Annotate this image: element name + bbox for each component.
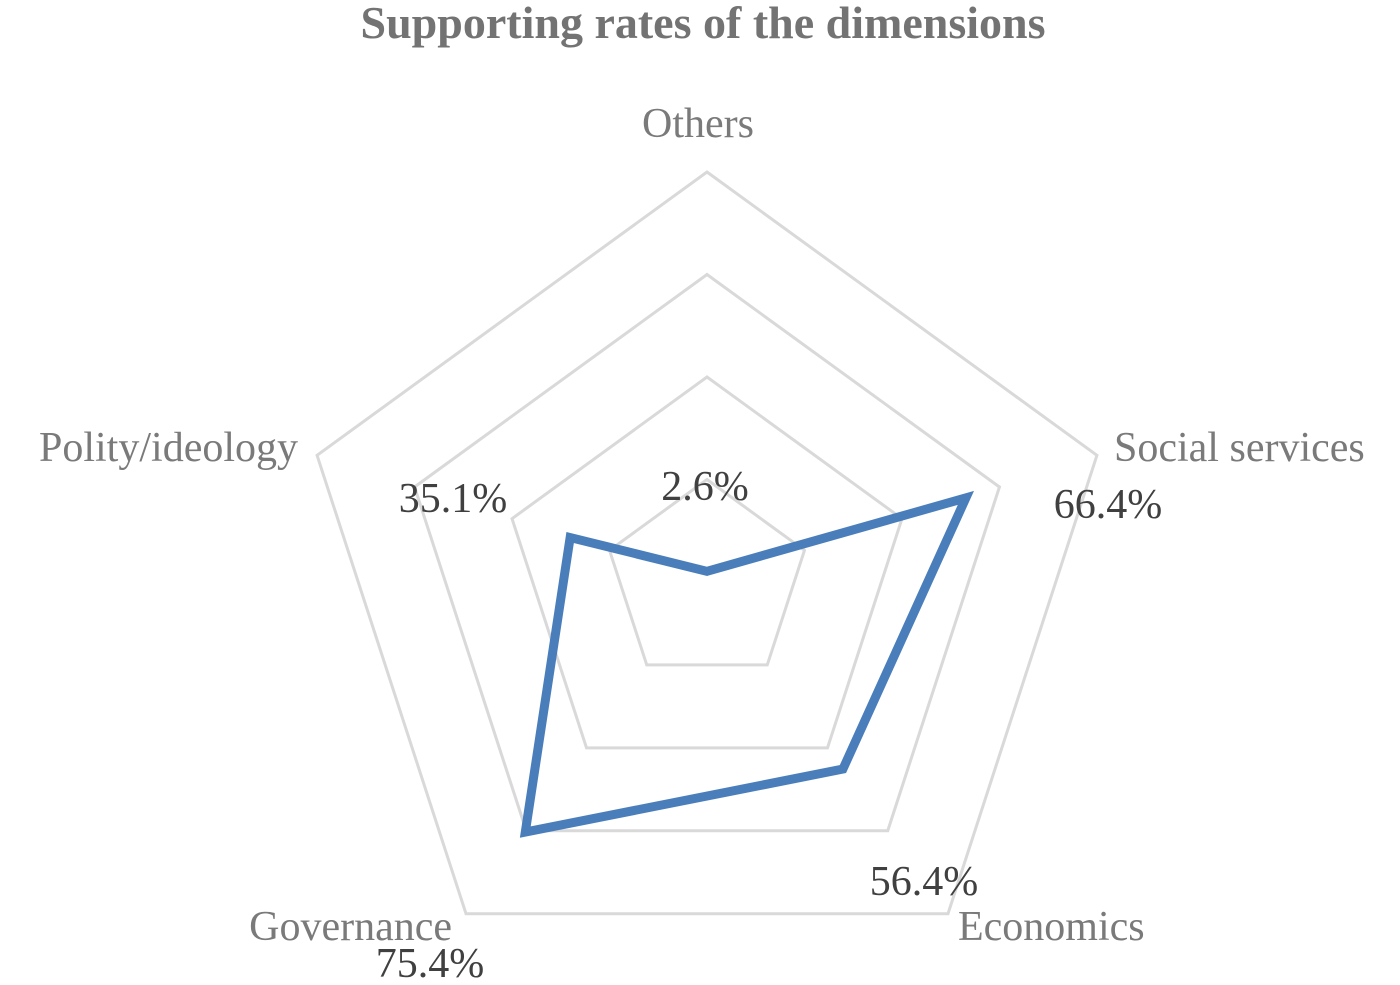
grid-ring-75 xyxy=(412,272,1002,833)
data-label-economics: 56.4% xyxy=(870,859,979,905)
data-point-economics xyxy=(840,767,845,772)
data-labels: 2.6% 66.4% 56.4% 75.4% 35.1% xyxy=(376,464,1163,985)
data-label-others: 2.6% xyxy=(661,464,749,510)
data-point-polity-ideology xyxy=(568,535,573,540)
axis-label-polity-ideology: Polity/ideology xyxy=(39,425,298,471)
axis-label-governance: Governance xyxy=(249,904,452,950)
grid-ring-25 xyxy=(607,477,807,667)
data-point-social-services xyxy=(963,495,968,500)
axis-label-economics: Economics xyxy=(958,904,1145,950)
data-point-governance xyxy=(523,830,528,835)
data-label-governance: 75.4% xyxy=(376,941,485,980)
axis-label-others: Others xyxy=(642,101,754,147)
chart-title: Supporting rates of the dimensions xyxy=(361,0,1046,48)
axis-labels: Others Social services Economics Governance… xyxy=(39,101,1365,950)
radar-series xyxy=(519,490,975,838)
data-point-others xyxy=(705,569,709,574)
data-label-polity-ideology: 35.1% xyxy=(399,476,508,522)
grid-ring-100 xyxy=(315,170,1099,916)
axis-label-social-services: Social services xyxy=(1114,425,1365,471)
grid-ring-50 xyxy=(510,375,904,750)
data-label-social-services: 66.4% xyxy=(1054,482,1163,528)
series-line-0 xyxy=(519,490,975,838)
radar-grid xyxy=(315,170,1099,916)
